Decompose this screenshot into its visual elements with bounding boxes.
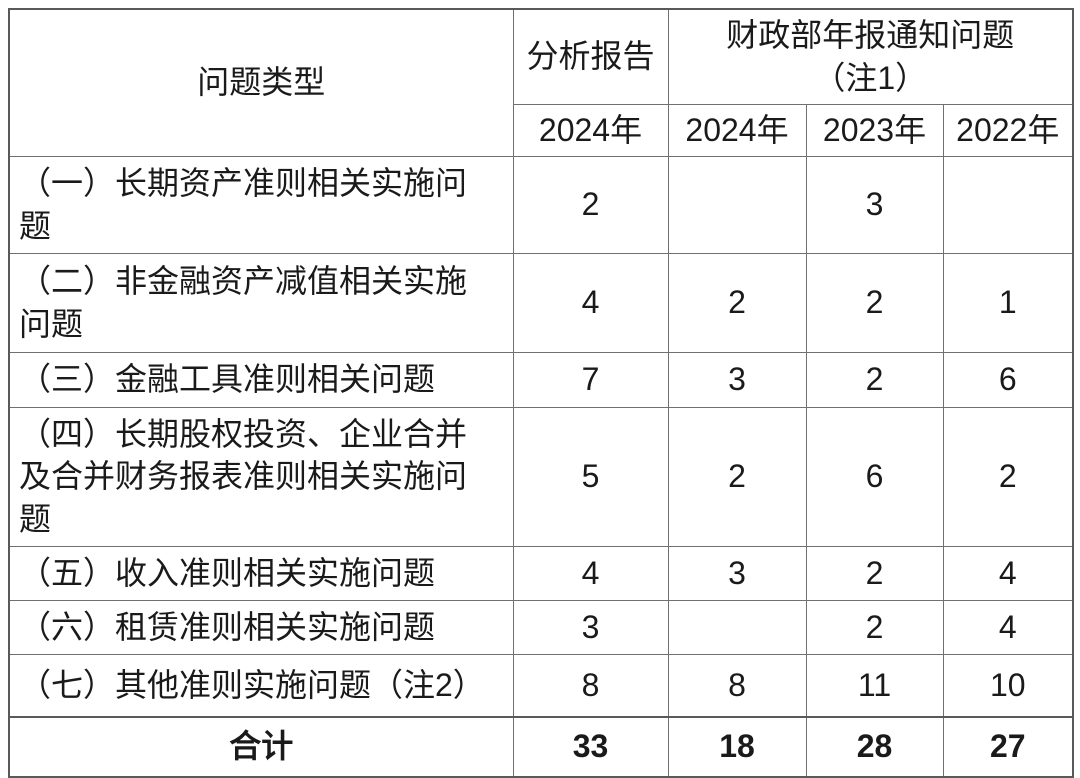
cell-mof-2024: 2 (667, 406, 807, 548)
cell-mof-2023: 2 (805, 252, 944, 353)
cell-mof-2022: 4 (942, 600, 1074, 655)
cell-mof-2023: 2 (805, 600, 944, 655)
cell-mof-2024: 8 (667, 654, 807, 717)
header-year-mof-2023: 2023年 (805, 103, 944, 157)
cell-mof-2024 (667, 600, 807, 655)
table-row: （一）长期资产准则相关实施问 题 2 3 (8, 155, 1074, 254)
cell-analysis-2024: 7 (512, 351, 669, 408)
total-analysis-2024: 33 (512, 715, 669, 777)
problems-table: 问题类型 分析报告 财政部年报通知问题 （注1） 2024年 2024年 202… (8, 8, 1075, 778)
table-row: （四）长期股权投资、企业合并 及合并财务报表准则相关实施问 题 5 2 6 2 (8, 406, 1074, 548)
header-mof-notice: 财政部年报通知问题 （注1） (667, 8, 1074, 105)
table-row: （六）租赁准则相关实施问题 3 2 4 (8, 600, 1074, 655)
cell-mof-2023: 2 (805, 546, 944, 602)
header-year-analysis-2024: 2024年 (512, 103, 669, 157)
row-label-long-term-assets: （一）长期资产准则相关实施问 题 (8, 155, 514, 254)
cell-mof-2022: 10 (942, 654, 1074, 717)
table-row: （五）收入准则相关实施问题 4 3 2 4 (8, 546, 1074, 602)
cell-mof-2022: 2 (942, 406, 1074, 548)
cell-mof-2023: 6 (805, 406, 944, 548)
cell-analysis-2024: 4 (512, 546, 669, 602)
cell-mof-2023: 11 (805, 654, 944, 717)
table-row: （七）其他准则实施问题（注2） 8 8 11 10 (8, 654, 1074, 717)
table-row: （二）非金融资产减值相关实施 问题 4 2 2 1 (8, 252, 1074, 353)
row-label-nonfinancial-impairment: （二）非金融资产减值相关实施 问题 (8, 252, 514, 353)
cell-mof-2023: 2 (805, 351, 944, 408)
cell-analysis-2024: 3 (512, 600, 669, 655)
cell-mof-2022: 4 (942, 546, 1074, 602)
total-label: 合计 (8, 715, 514, 777)
cell-mof-2022 (942, 155, 1074, 254)
row-label-financial-instruments: （三）金融工具准则相关问题 (8, 351, 514, 408)
cell-mof-2024: 3 (667, 351, 807, 408)
cell-mof-2022: 6 (942, 351, 1074, 408)
cell-analysis-2024: 2 (512, 155, 669, 254)
cell-mof-2024: 3 (667, 546, 807, 602)
cell-analysis-2024: 4 (512, 252, 669, 353)
table-row: （三）金融工具准则相关问题 7 3 2 6 (8, 351, 1074, 408)
cell-mof-2023: 3 (805, 155, 944, 254)
header-year-mof-2024: 2024年 (667, 103, 807, 157)
cell-analysis-2024: 8 (512, 654, 669, 717)
total-mof-2024: 18 (667, 715, 807, 777)
header-year-mof-2022: 2022年 (942, 103, 1074, 157)
cell-mof-2024 (667, 155, 807, 254)
cell-mof-2024: 2 (667, 252, 807, 353)
cell-mof-2022: 1 (942, 252, 1074, 353)
row-label-revenue: （五）收入准则相关实施问题 (8, 546, 514, 602)
header-analysis-report: 分析报告 (512, 8, 669, 105)
row-label-other-standards: （七）其他准则实施问题（注2） (8, 654, 514, 717)
cell-analysis-2024: 5 (512, 406, 669, 548)
row-label-equity-investment-consolidation: （四）长期股权投资、企业合并 及合并财务报表准则相关实施问 题 (8, 406, 514, 548)
row-label-leases: （六）租赁准则相关实施问题 (8, 600, 514, 655)
header-problem-type: 问题类型 (8, 8, 514, 157)
